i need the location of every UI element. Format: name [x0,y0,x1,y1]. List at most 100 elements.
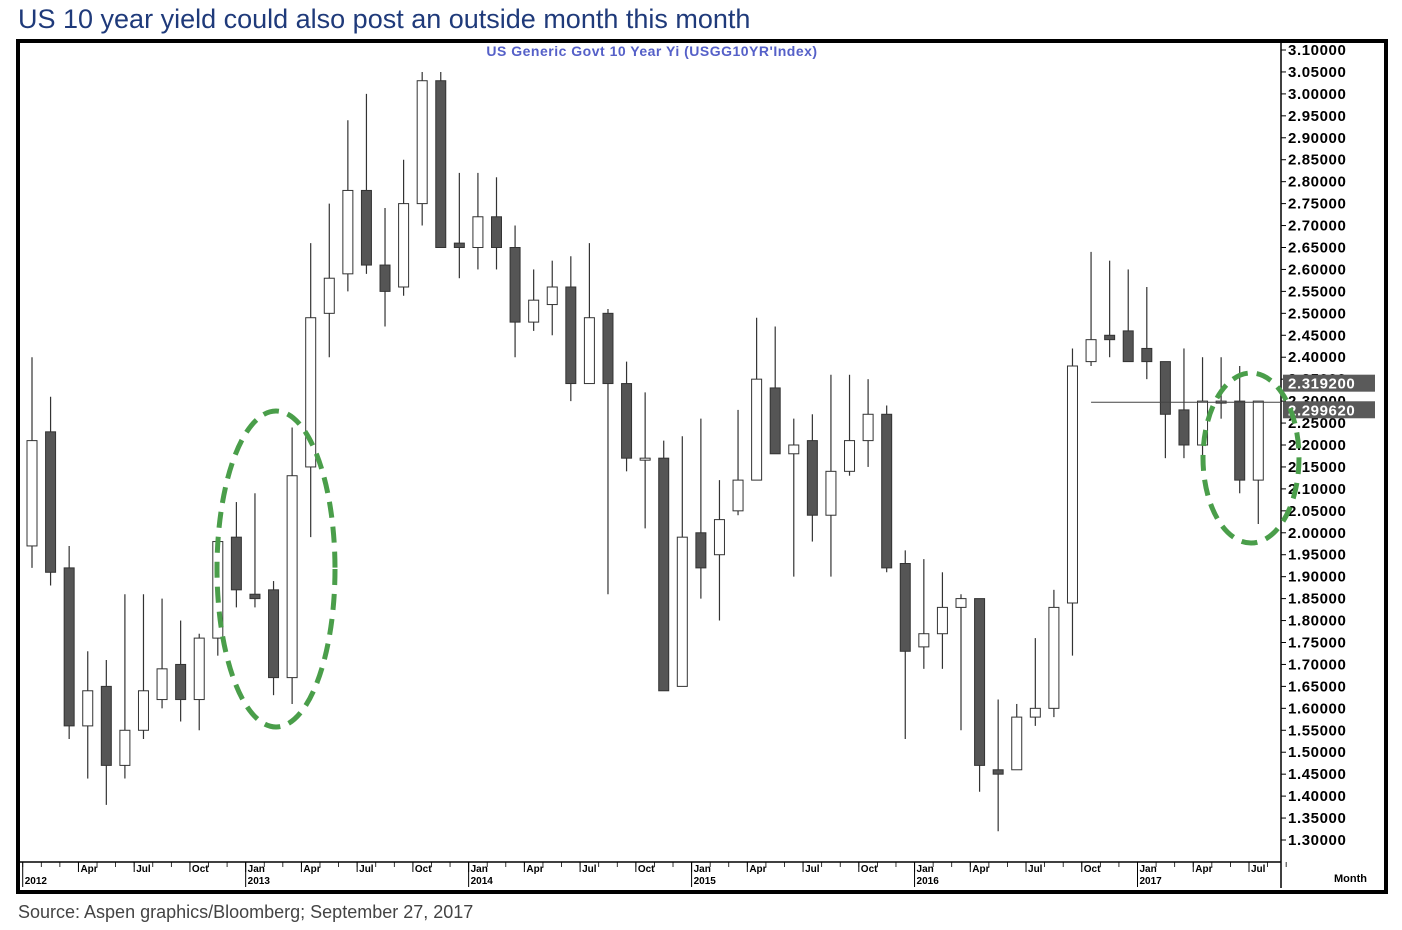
x-tick-label: Jul [136,864,151,875]
candle-body-up [639,457,651,461]
y-tick-label: 1.85000 [1288,591,1346,608]
candle-body-up [1066,365,1078,604]
candle-49 [936,572,948,669]
candle-62 [1178,348,1190,459]
candle-53 [1011,703,1023,771]
x-tick-label: Jul [805,864,820,875]
x-tick-label: Jan [694,864,711,875]
highlight-ellipse-2013 [214,408,338,730]
price-label-box [1283,374,1375,392]
y-tick-label: 2.40000 [1288,349,1346,366]
candle-25 [491,177,502,270]
candle-48 [918,559,930,669]
candle-body-up [472,216,484,248]
candle-body-down [509,247,521,323]
x-tick-label: Jul [359,864,374,875]
y-tick-label: 2.25000 [1288,415,1346,432]
candle-28 [546,260,558,336]
candle-body-down [1178,409,1190,446]
candle-60 [1141,287,1153,380]
candle-body-up [323,277,335,314]
candle-20 [398,159,410,296]
candle-body-down [658,457,670,692]
y-tick-label: 2.05000 [1288,503,1346,520]
x-tick-label: Oct [638,864,655,875]
y-tick-label: 1.80000 [1288,613,1346,630]
candle-52 [992,699,1004,832]
candle-body-down [974,598,986,766]
x-tick-label: Oct [415,864,432,875]
candle-16 [323,203,335,358]
y-tick-label: 1.65000 [1288,678,1346,695]
x-tick-label: Apr [1195,864,1212,875]
candle-9 [193,633,205,731]
candle-body-up [1085,339,1097,363]
candle-4 [100,660,112,805]
candle-39 [751,317,763,481]
candle-33 [639,392,651,529]
candle-26 [509,225,521,358]
year-label: 2015 [694,876,717,887]
candle-36 [695,418,707,599]
candle-43 [825,374,837,577]
candle-35 [676,436,688,687]
candle-body-down [621,383,633,459]
candle-body-down [100,685,112,766]
y-tick-label: 3.05000 [1288,64,1346,81]
x-tick-label: Oct [861,864,878,875]
candle-31 [602,308,614,595]
candle-body-down [899,563,911,652]
y-tick-label: 2.10000 [1288,481,1346,498]
candle-body-down [268,589,280,679]
y-tick-label: 1.45000 [1288,766,1346,783]
candle-body-up [546,286,558,306]
x-tick-label: Jul [582,864,597,875]
candle-body-up [732,479,744,512]
candle-body-up [788,444,800,455]
candle-body-down [175,663,187,701]
candle-body-up [751,378,763,481]
y-tick-label: 1.30000 [1288,832,1346,849]
y-tick-label: 1.40000 [1288,788,1346,805]
candle-body-up [936,606,948,635]
candle-45 [862,379,874,467]
x-tick-label: Jan [248,864,265,875]
year-label: 2016 [917,876,940,887]
candle-37 [713,480,725,621]
candle-56 [1066,348,1078,656]
candle-body-down [695,532,707,569]
y-tick-label: 1.75000 [1288,635,1346,652]
x-tick-label: Apr [972,864,989,875]
price-label-box [1283,401,1375,419]
candle-51 [974,598,986,792]
candle-22 [435,71,447,248]
candle-11 [230,502,242,608]
candle-body-down [435,80,447,248]
candle-2 [63,545,75,740]
chart-title: US Generic Govt 10 Year Yi (USGG10YR'Ind… [486,43,817,59]
candle-54 [1029,638,1041,726]
x-tick-label: Apr [80,864,97,875]
candle-body-up [398,203,410,288]
candle-body-down [1141,347,1153,363]
candle-body-down [992,769,1004,775]
candle-29 [565,256,577,402]
candle-34 [658,440,670,692]
candle-body-up [156,668,168,701]
candle-18 [360,93,372,274]
candle-body-down [602,312,614,385]
candlestick-chart: US Generic Govt 10 Year Yi (USGG10YR'Ind… [16,39,1388,894]
candle-38 [732,409,744,516]
candle-21 [416,71,428,226]
candle-47 [899,550,911,740]
candle-19 [379,208,391,327]
candle-44 [844,374,856,476]
candle-body-up [26,440,38,547]
y-tick-label: 2.85000 [1288,152,1346,169]
candle-body-down [45,431,57,573]
candle-0 [26,357,38,568]
candle-body-down [249,593,261,600]
candle-body-up [1252,400,1264,481]
candle-42 [806,414,818,542]
candle-body-down [230,536,242,591]
